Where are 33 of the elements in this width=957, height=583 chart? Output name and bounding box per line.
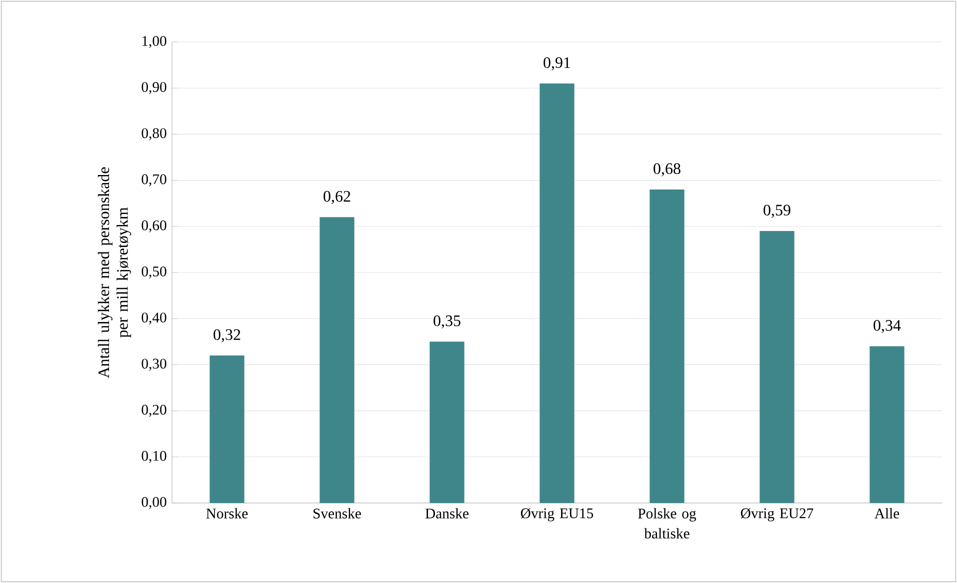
x-tick-label: Norske [206,508,248,518]
bar [430,342,464,503]
bar [210,355,244,503]
y-tick-label: 0,40 [142,312,166,325]
bar [320,217,354,503]
y-tick-label: 0,60 [142,220,166,232]
data-label: 0,34 [874,320,901,334]
x-tick-label: Øvrig EU27 [740,508,814,522]
data-label: 0,62 [324,190,350,204]
y-tick-label: 0,80 [142,128,166,140]
x-tick-label: Danske [425,508,468,518]
bar [760,231,794,503]
data-label: 0,32 [214,329,240,342]
y-tick-label: 0,00 [142,497,166,510]
y-tick-label: 0,20 [142,404,166,417]
bar [650,190,684,503]
y-tick-label: 0,10 [142,450,166,463]
data-label: 0,91 [544,57,570,70]
bar [870,346,904,503]
y-tick-label: 0,70 [142,174,166,186]
data-label: 0,68 [654,163,680,176]
x-tick-label: Polske og baltiske [638,508,696,538]
y-tick-label: 0,30 [142,358,166,371]
y-axis-title: Antall ulykker med personskade per mill kjøretøykm [98,167,132,378]
y-tick-label: 0,50 [142,266,166,279]
data-label: 0,59 [764,204,790,218]
x-tick-label: Alle [874,508,900,518]
bar [540,83,574,503]
data-label: 0,35 [434,315,460,328]
x-tick-label: Øvrig EU15 [520,508,594,522]
x-tick-label: Svenske [314,508,361,518]
y-tick-label: 1,00 [142,36,166,48]
y-tick-label: 0,90 [142,82,166,94]
